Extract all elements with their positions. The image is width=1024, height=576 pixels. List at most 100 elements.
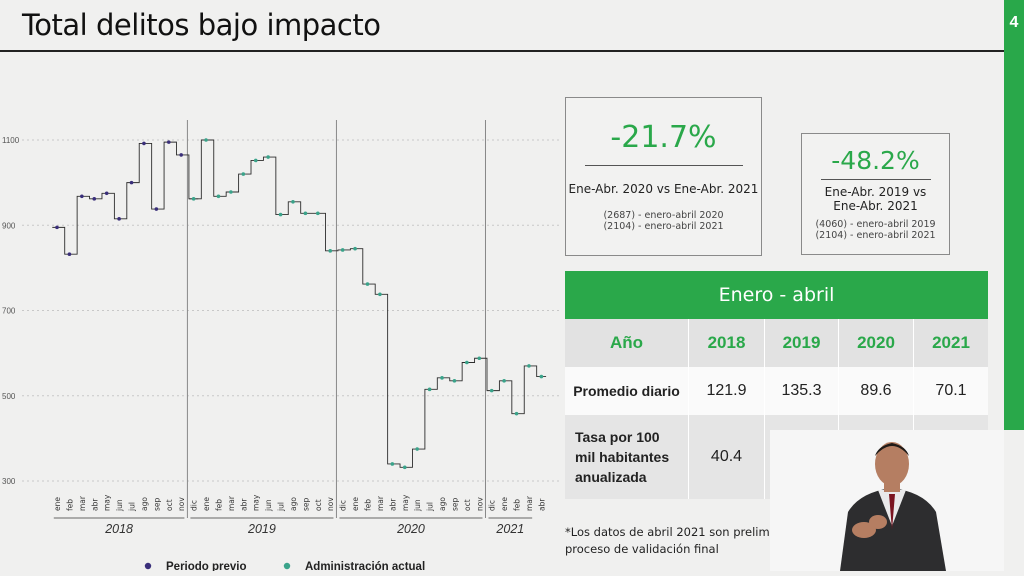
data-point — [154, 207, 159, 211]
stat-box-2019-vs-2021: -48.2% Ene-Abr. 2019 vs Ene-Abr. 2021 (4… — [801, 133, 950, 255]
year-label: 2019 — [247, 522, 276, 536]
data-point — [191, 197, 196, 201]
page-number: 4 — [1009, 14, 1019, 31]
data-point — [291, 200, 295, 204]
data-point — [92, 197, 97, 201]
x-tick-label: nov — [177, 497, 186, 511]
table-row-label: Promedio diario — [565, 367, 689, 415]
x-tick-label: dic — [339, 500, 348, 511]
x-tick-label: oct — [314, 499, 323, 511]
table-header-row: Año 2018 2019 2020 2021 — [565, 319, 988, 367]
data-point — [539, 374, 544, 379]
data-point — [80, 194, 84, 199]
stat-label: Ene-Abr. 2019 vs — [824, 185, 927, 199]
x-tick-label: may — [252, 494, 261, 511]
x-tick-label: dic — [488, 500, 497, 511]
x-tick-label: oct — [165, 499, 174, 511]
y-tick-label: 500 — [2, 392, 16, 401]
x-tick-label: jun — [413, 499, 422, 512]
row-label-line: anualizada — [575, 469, 647, 485]
stat-note: (2104) - enero-abril 2021 — [603, 221, 724, 232]
legend-marker — [144, 562, 152, 570]
x-tick-label: ene — [500, 497, 509, 511]
table-cell: 70.1 — [914, 367, 988, 415]
data-point — [303, 211, 308, 216]
data-point — [353, 246, 357, 251]
data-point — [328, 249, 333, 253]
x-tick-label: jul — [277, 502, 286, 512]
x-tick-label: jul — [128, 502, 137, 512]
stat-underline — [584, 165, 743, 166]
data-point — [440, 376, 444, 380]
legend-marker — [283, 562, 291, 570]
stat-note: (4060) - enero-abril 2019 — [815, 219, 936, 230]
x-tick-label: ago — [289, 497, 298, 511]
y-tick-label: 900 — [2, 221, 16, 230]
series-line — [52, 141, 199, 255]
x-tick-label: oct — [463, 499, 472, 511]
series-line — [188, 139, 547, 468]
data-point — [204, 138, 208, 142]
x-tick-label: feb — [513, 499, 522, 511]
table-header-cell: 2019 — [765, 319, 839, 367]
table-header-cell: Año — [565, 319, 689, 367]
data-point — [129, 180, 134, 185]
x-tick-label: mar — [227, 495, 236, 511]
data-point — [378, 292, 382, 297]
data-point — [489, 388, 494, 393]
data-point — [253, 158, 258, 163]
data-point — [179, 153, 183, 157]
x-tick-label: may — [401, 494, 410, 511]
table-cell: 89.6 — [839, 367, 914, 415]
x-tick-label: jun — [264, 499, 273, 512]
stat-note: (2687) - enero-abril 2020 — [603, 210, 724, 221]
stat-note: (2104) - enero-abril 2021 — [815, 230, 936, 241]
data-point — [67, 252, 72, 257]
x-tick-label: sep — [301, 497, 310, 511]
data-point — [104, 191, 109, 196]
x-tick-label: jun — [115, 499, 124, 512]
year-label: 2020 — [396, 522, 425, 536]
data-point — [216, 194, 221, 199]
data-point — [365, 282, 370, 286]
table-cell: 135.3 — [765, 367, 839, 415]
sign-language-interpreter-video — [770, 430, 1004, 571]
footnote-line: proceso de validación final — [565, 542, 719, 556]
data-point — [229, 190, 233, 194]
row-label-line: Tasa por 100 — [575, 429, 660, 445]
x-tick-label: ene — [202, 497, 211, 511]
x-tick-label: abr — [90, 498, 99, 511]
table-header-cell: 2020 — [839, 319, 914, 367]
stat-label: Ene-Abr. 2021 — [833, 199, 918, 213]
legend-label: Administración actual — [305, 561, 425, 571]
table-header-cell: 2021 — [914, 319, 988, 367]
data-point — [316, 211, 320, 216]
data-point — [502, 379, 506, 383]
data-point — [527, 364, 531, 368]
x-tick-label: jul — [426, 502, 435, 512]
x-tick-label: feb — [364, 499, 373, 511]
data-point — [55, 225, 59, 230]
x-tick-label: abr — [537, 498, 546, 511]
x-tick-label: feb — [214, 499, 223, 511]
table-row-label: Tasa por 100 mil habitantes anualizada — [565, 415, 689, 499]
data-point — [278, 212, 283, 217]
year-label: 2018 — [104, 522, 133, 536]
x-tick-label: mar — [78, 495, 87, 511]
data-point — [142, 141, 146, 146]
x-tick-label: mar — [376, 495, 385, 511]
x-tick-label: nov — [326, 497, 335, 511]
x-tick-label: ago — [140, 497, 149, 511]
data-point — [340, 248, 345, 252]
stat-value: -48.2% — [831, 146, 920, 175]
table-title: Enero - abril — [565, 271, 988, 319]
x-tick-label: sep — [152, 497, 161, 511]
stat-box-2020-vs-2021: -21.7% Ene-Abr. 2020 vs Ene-Abr. 2021 (2… — [565, 97, 762, 256]
y-tick-label: 300 — [2, 477, 16, 486]
x-tick-label: mar — [525, 495, 534, 511]
x-tick-label: sep — [450, 497, 459, 511]
x-tick-label: abr — [239, 498, 248, 511]
interpreter-figure — [770, 430, 1004, 571]
data-point — [117, 217, 121, 221]
